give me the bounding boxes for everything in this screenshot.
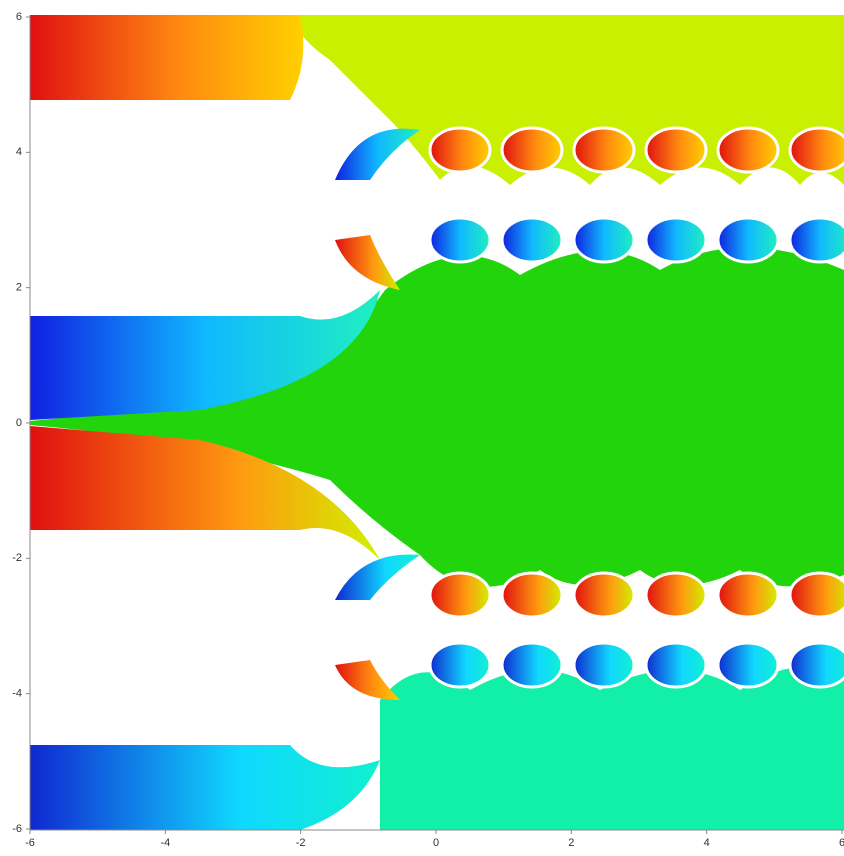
scallop	[646, 643, 706, 687]
fan	[30, 15, 303, 100]
scallop	[430, 643, 490, 687]
scallop	[574, 573, 634, 617]
scallop	[790, 643, 844, 687]
scallop	[430, 218, 490, 262]
basins	[30, 15, 844, 830]
scallop	[718, 643, 778, 687]
scallop	[574, 643, 634, 687]
y-tick-label: 0	[16, 417, 22, 429]
scallop	[718, 218, 778, 262]
fan	[335, 129, 420, 180]
fan	[335, 660, 400, 700]
x-tick-label: 4	[704, 837, 710, 849]
scallop	[790, 573, 844, 617]
scallop	[718, 128, 778, 172]
x-tick-label: 0	[433, 837, 439, 849]
y-tick-label: 2	[16, 282, 22, 294]
y-tick-label: 4	[16, 146, 22, 158]
scallop	[574, 218, 634, 262]
scallop	[646, 128, 706, 172]
scallop	[646, 218, 706, 262]
scallop	[790, 128, 844, 172]
scallop	[574, 128, 634, 172]
y-tick-label: -6	[12, 823, 22, 835]
x-tick-label: 6	[839, 837, 844, 849]
y-tick-label: -2	[12, 552, 22, 564]
y-tick-label: -4	[12, 688, 22, 700]
basin-bottom	[380, 667, 844, 830]
fan	[335, 235, 400, 290]
scallop	[790, 218, 844, 262]
scallop	[502, 643, 562, 687]
scallop	[502, 573, 562, 617]
y-tick-label: 6	[16, 11, 22, 23]
x-tick-label: -2	[296, 837, 306, 849]
scallop	[502, 128, 562, 172]
x-tick-label: 2	[568, 837, 574, 849]
scallop	[430, 573, 490, 617]
scallop	[718, 573, 778, 617]
scallop	[646, 573, 706, 617]
x-tick-label: -6	[25, 837, 35, 849]
chart: -6 -4 -2 0 2 4 6 -6 -4 -2 0 2 4 6	[0, 0, 844, 851]
x-tick-label: -4	[160, 837, 170, 849]
basin-middle	[30, 248, 844, 587]
scallop	[430, 128, 490, 172]
fan	[335, 555, 420, 600]
scallop	[502, 218, 562, 262]
fan	[30, 745, 380, 830]
